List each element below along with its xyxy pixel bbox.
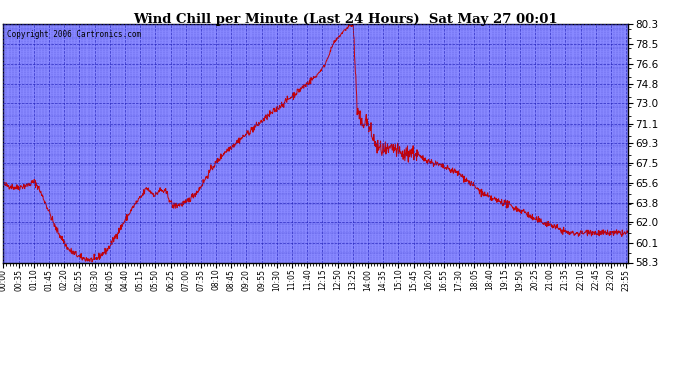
Text: Copyright 2006 Cartronics.com: Copyright 2006 Cartronics.com (7, 30, 141, 39)
Text: Wind Chill per Minute (Last 24 Hours)  Sat May 27 00:01: Wind Chill per Minute (Last 24 Hours) Sa… (132, 13, 558, 26)
